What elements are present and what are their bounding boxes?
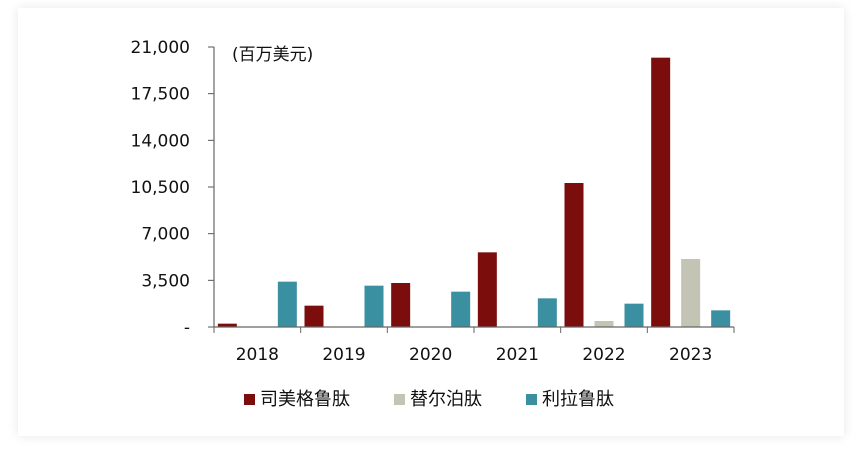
bar	[681, 259, 701, 327]
legend-swatch	[244, 394, 255, 405]
x-tick-label: 2022	[582, 345, 625, 365]
legend-swatch	[526, 394, 537, 405]
legend-label: 利拉鲁肽	[542, 389, 614, 410]
y-tick-label: -	[184, 318, 190, 338]
bar	[304, 305, 324, 327]
y-axis: - 3,500 7,000 10,500 14,000 17,500 21,000	[131, 38, 214, 338]
legend-label: 司美格鲁肽	[260, 389, 350, 410]
axes	[213, 47, 735, 333]
x-tick-label: 2023	[669, 345, 712, 365]
x-tick-label: 2019	[322, 345, 365, 365]
y-tick-label: 7,000	[141, 225, 190, 245]
bar	[391, 283, 411, 327]
bar	[594, 321, 614, 327]
bar	[217, 323, 237, 327]
bar	[451, 291, 471, 327]
bar	[277, 281, 297, 327]
chart-card: (百万美元) - 3,500 7,000 10,500 14,000 17,500 21,0…	[18, 8, 844, 436]
bar-chart: (百万美元) - 3,500 7,000 10,500 14,000 17,500 21,0…	[131, 38, 735, 410]
legend-swatch	[394, 394, 405, 405]
x-axis: 2018 2019 2020 2021 2022 2023	[236, 345, 713, 365]
x-tick-label: 2020	[409, 345, 452, 365]
legend-label: 替尔泊肽	[410, 389, 482, 410]
bar	[711, 310, 731, 327]
x-tick-label: 2018	[236, 345, 279, 365]
bar	[537, 298, 557, 327]
legend: 司美格鲁肽 替尔泊肽 利拉鲁肽	[244, 389, 614, 410]
bar	[477, 252, 497, 327]
y-tick-label: 10,500	[131, 178, 190, 198]
y-tick-label: 21,000	[131, 38, 190, 58]
unit-label: (百万美元)	[232, 45, 313, 65]
y-tick-label: 14,000	[131, 131, 190, 151]
bars	[217, 57, 731, 328]
bar	[624, 303, 644, 327]
bar	[564, 183, 584, 327]
y-tick-label: 17,500	[131, 85, 190, 105]
bar	[364, 285, 384, 327]
y-tick-label: 3,500	[141, 271, 190, 291]
bar	[651, 57, 671, 328]
x-tick-label: 2021	[496, 345, 539, 365]
